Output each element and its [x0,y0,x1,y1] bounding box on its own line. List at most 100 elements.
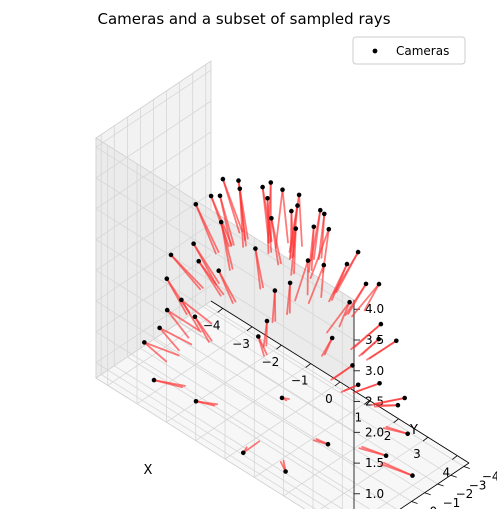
ray-line [332,251,360,295]
ray-line [281,188,289,244]
camera-point [241,450,246,456]
y-tick-mark [450,474,457,478]
ray-line [321,337,334,357]
x-tick-label: −4 [203,318,221,332]
ray-line [166,309,190,339]
x-tick-mark [364,400,370,405]
x-tick-label: −3 [232,337,250,351]
ray-line [143,341,168,363]
grid-line-z [95,69,355,310]
ray-line [320,264,325,299]
ray-line [195,400,216,407]
grid-line-y [140,347,398,509]
camera-point [321,262,327,268]
camera-point [378,321,384,327]
ray-line [373,404,399,408]
grid-line-z [95,285,330,509]
camera-point [268,180,274,185]
ray-line [197,260,222,297]
camera-point [289,208,294,214]
camera-point [329,335,335,341]
ray-line [382,427,409,435]
z-tick-label: 3.5 [365,333,384,347]
ray-line [266,197,270,255]
camera-point [363,281,369,287]
camera-point [402,395,408,401]
ray-line [289,210,293,259]
x-tick-label: 2 [384,429,392,443]
grid-line-y [153,339,412,502]
ray-line [298,193,303,247]
y-tick-mark [424,492,431,496]
ray-line [294,259,309,302]
camera-point [192,314,198,320]
y-tick-label: 0 [430,505,438,509]
ray-line [358,338,380,357]
grid-line-y [205,304,465,467]
chart-title: Cameras and a subset of sampled rays [97,10,390,28]
camera-point [295,203,300,208]
camera-point [410,473,415,478]
ray-line [194,203,217,255]
y-tick-mark [463,466,470,469]
tick-labels: −4−3−2−101234−4−3−2−1012340.51.01.52.02.… [203,302,497,509]
x-tick-label: 1 [354,410,362,424]
x-tick-mark [334,381,341,387]
camera-point [355,382,361,388]
y-tick-label: −4 [482,470,497,484]
ray-line [338,301,351,328]
ray-line [358,447,388,457]
sampled-rays [143,178,414,477]
camera-point [287,280,293,286]
ray-line [274,188,284,250]
camera-point [272,288,278,293]
grid-line-y [100,374,317,509]
y-tick-mark [437,483,444,487]
camera-point [283,469,288,474]
camera-point [196,258,201,264]
camera-point [260,184,265,190]
ray-line [380,463,414,477]
x-tick-mark [305,363,311,368]
y-tick-label: −2 [456,487,474,501]
axis-panes [95,60,470,509]
grid-line-z [95,131,355,372]
ray-line [271,289,276,324]
camera-point [377,381,382,386]
ray-line [217,269,234,304]
legend-camera-marker [372,48,378,54]
camera-point [164,276,170,282]
ray-line [350,323,382,351]
x-tick-mark [217,308,223,313]
ray-line [220,221,231,271]
ray-line [193,315,210,343]
y-tick-label: −1 [443,496,461,509]
camera-point [322,211,327,217]
camera-point [347,299,352,305]
grid-line-y [114,365,344,509]
camera-point [344,261,350,267]
ray-line [242,440,261,454]
camera-point [305,258,311,263]
ray-line [308,225,315,273]
camera-point [216,268,221,274]
ray-line [143,341,180,357]
camera-point [376,336,382,342]
ray-line [344,282,367,317]
ray-line [317,212,326,261]
camera-point [355,249,361,255]
x-tick-mark [422,436,429,442]
legend-frame [352,36,466,65]
ray-line [340,383,360,393]
y-tick-mark [411,501,418,504]
x-tick-label: 4 [442,466,450,480]
x-tick-label: 0 [325,392,333,406]
camera-point [326,226,332,232]
ray-line [363,283,380,312]
ray-line [219,194,232,248]
x-tick-mark [452,455,458,460]
ray-line [166,309,202,333]
ray-line [351,283,380,318]
camera-point [236,178,241,183]
